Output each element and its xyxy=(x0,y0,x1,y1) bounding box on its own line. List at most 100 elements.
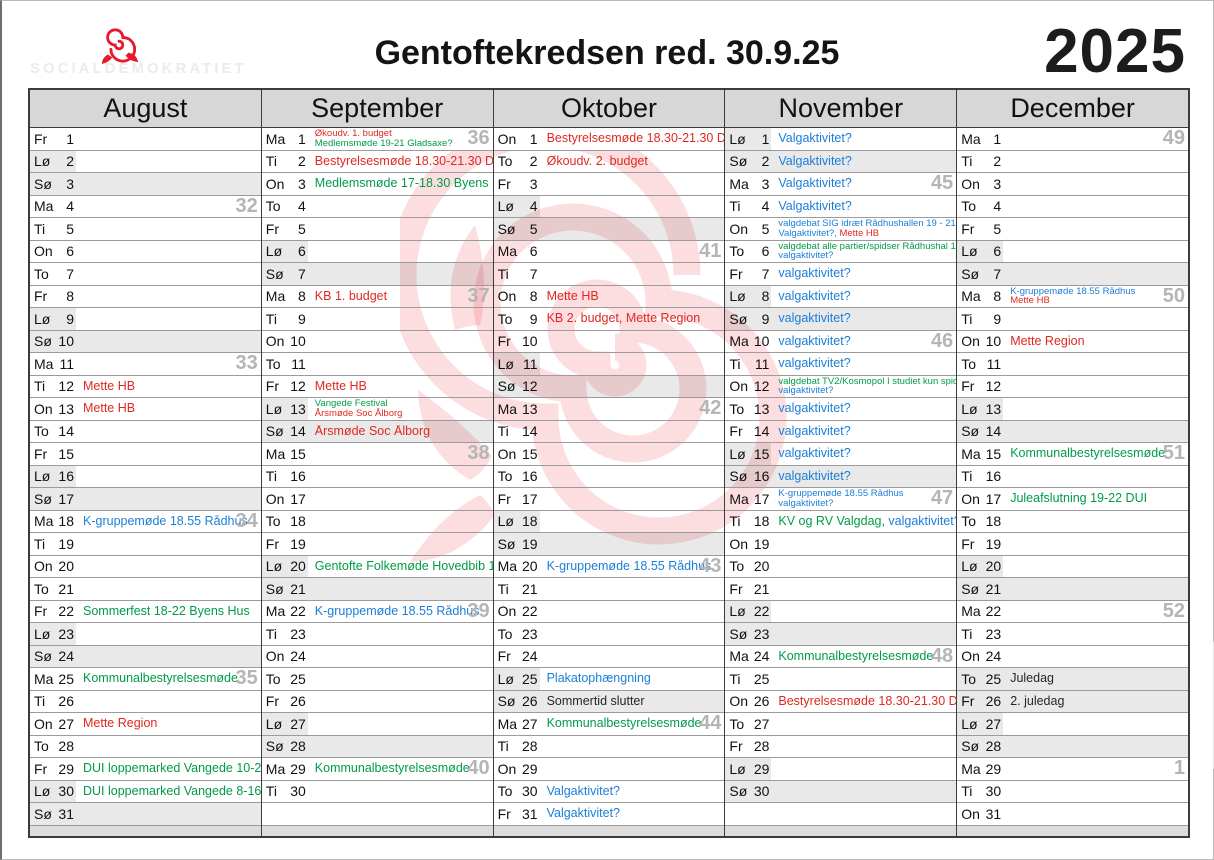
day-leader: Ma 3 xyxy=(725,173,771,195)
day-abbrev: Ti xyxy=(34,693,46,710)
day-leader: On 12 xyxy=(725,376,771,398)
event-text: DUI loppemarked Vangede 8-16 xyxy=(83,784,261,798)
day-number: 14 xyxy=(753,423,770,440)
day-events: Økoudv. 1. budget Medlemsmøde 19-21 Glads… xyxy=(308,129,493,148)
day-september-15: Ma 15 38 xyxy=(261,442,493,466)
day-number: 26 xyxy=(522,693,538,710)
day-oktober-7: Ti 7 xyxy=(493,263,725,286)
day-number: 1 xyxy=(529,130,538,147)
day-leader: To 20 xyxy=(725,556,771,578)
day-abbrev: Lø xyxy=(265,400,283,417)
day-leader: Ti 4 xyxy=(725,196,771,218)
day-leader: Sø 24 xyxy=(30,646,76,668)
day-number: 28 xyxy=(522,738,538,755)
day-events: Bestyrelsesmøde 18.30-21.30 DUI xyxy=(308,155,493,168)
day-leader: Sø 26 xyxy=(494,691,540,713)
day-august-3: Sø 3 xyxy=(30,173,261,196)
day-abbrev: Lø xyxy=(961,558,978,575)
day-number: 11 xyxy=(59,355,74,372)
day-leader: Sø 21 xyxy=(262,578,308,600)
day-abbrev: Fr xyxy=(729,580,743,597)
day-events: Kommunalbestyrelsesmøde xyxy=(76,672,261,685)
week-number: 33 xyxy=(235,352,258,375)
day-number: 30 xyxy=(58,783,74,800)
day-abbrev: Fr xyxy=(34,760,48,777)
day-abbrev: To xyxy=(729,243,745,260)
day-abbrev: On xyxy=(265,648,285,665)
day-abbrev: Fr xyxy=(961,693,975,710)
day-leader: Ti 16 xyxy=(262,466,308,488)
day-leader: Ma 4 xyxy=(30,196,76,218)
day-number: 29 xyxy=(753,760,770,777)
day-abbrev: Fr xyxy=(265,220,280,237)
day-abbrev: Ma xyxy=(265,130,286,147)
day-december-25: To 25 Juledag xyxy=(957,668,1188,691)
week-number: 40 xyxy=(467,757,490,780)
day-leader: Ti 16 xyxy=(957,466,1003,488)
event-text: KV og RV Valgdag, xyxy=(778,514,885,528)
day-abbrev: On xyxy=(265,333,285,350)
day-number: 10 xyxy=(753,333,770,350)
day-events: K-gruppemøde 18.55 Rådhus xyxy=(76,515,261,528)
day-leader: Sø 10 xyxy=(30,331,76,353)
day-number: 3 xyxy=(761,175,770,192)
day-abbrev: Ti xyxy=(961,468,973,485)
day-abbrev: Fr xyxy=(265,378,280,395)
day-oktober-15: On 15 xyxy=(493,443,725,466)
column-footer-strip xyxy=(957,825,1188,836)
day-abbrev: On xyxy=(961,175,980,192)
day-oktober-30: To 30 Valgaktivitet? xyxy=(493,781,725,803)
day-abbrev: Lø xyxy=(961,243,978,260)
day-leader: On 3 xyxy=(262,173,308,195)
day-december-9: Ti 9 xyxy=(957,308,1188,331)
day-leader: Fr 10 xyxy=(494,331,540,353)
event-text: Mette Region xyxy=(1010,334,1085,348)
day-oktober-25: Lø 25 Plakatophængning xyxy=(493,668,725,691)
day-events: valgaktivitet? xyxy=(771,425,956,438)
week-number: 45 xyxy=(930,172,954,195)
day-abbrev: Ma xyxy=(34,355,54,372)
week-number: 43 xyxy=(699,554,722,577)
event-text: valgaktivitet? xyxy=(778,250,834,261)
day-number: 1 xyxy=(298,130,306,147)
day-number: 16 xyxy=(985,468,1002,485)
day-oktober-26: Sø 26 Sommertid slutter xyxy=(493,690,725,713)
day-august-27: On 27 Mette Region xyxy=(30,713,261,736)
day-events: Valgaktivitet? xyxy=(771,177,956,190)
day-leader: To 18 xyxy=(262,511,308,533)
event-text: K-gruppemøde 18.55 Rådhus xyxy=(546,559,712,573)
month-column-november: November Lø 1 Valgaktivitet? Sø 2 Valgaktivite… xyxy=(724,90,957,836)
day-events: valgaktivitet? xyxy=(771,470,956,483)
event-text: Valgaktivitet? xyxy=(778,132,852,146)
day-number: 18 xyxy=(522,513,538,530)
day-events: Årsmøde Soc Ålborg xyxy=(308,425,493,438)
day-events: Valgaktivitet? xyxy=(771,132,956,145)
page-title: Gentoftekredsen red. 30.9.25 xyxy=(374,34,840,72)
day-number: 4 xyxy=(993,198,1002,215)
day-november-30: Sø 30 xyxy=(725,780,957,803)
day-number: 24 xyxy=(58,648,74,665)
day-events: KV og RV Valgdag, valgaktivitet? xyxy=(771,515,956,528)
day-august-30: Lø 30 DUI loppemarked Vangede 8-16 xyxy=(30,780,261,803)
day-number: 26 xyxy=(58,693,74,710)
day-number: 9 xyxy=(993,310,1002,327)
day-number: 18 xyxy=(58,513,74,530)
event-text: Mette HB xyxy=(83,379,136,393)
day-oktober-31: Fr 31 Valgaktivitet? xyxy=(493,803,725,826)
day-abbrev: On xyxy=(265,490,285,507)
day-august-7: To 7 xyxy=(30,263,261,286)
day-number: 19 xyxy=(985,535,1002,552)
day-number: 21 xyxy=(58,580,74,597)
day-number: 15 xyxy=(290,445,306,462)
day-september-3: On 3 Medlemsmøde 17-18.30 Byens Hus xyxy=(261,173,493,196)
day-abbrev: Ti xyxy=(497,738,509,755)
year-label: 2025 xyxy=(1044,17,1186,86)
day-august-29: Fr 29 DUI loppemarked Vangede 10-20 xyxy=(30,758,261,781)
day-abbrev: Ti xyxy=(265,468,277,485)
day-oktober-24: Fr 24 xyxy=(493,646,725,668)
day-november-13: To 13 valgaktivitet? xyxy=(725,398,957,421)
day-abbrev: Ma xyxy=(497,243,518,260)
day-number: 27 xyxy=(985,715,1002,732)
event-text: Sommerfest 18-22 Byens Hus xyxy=(83,604,250,618)
